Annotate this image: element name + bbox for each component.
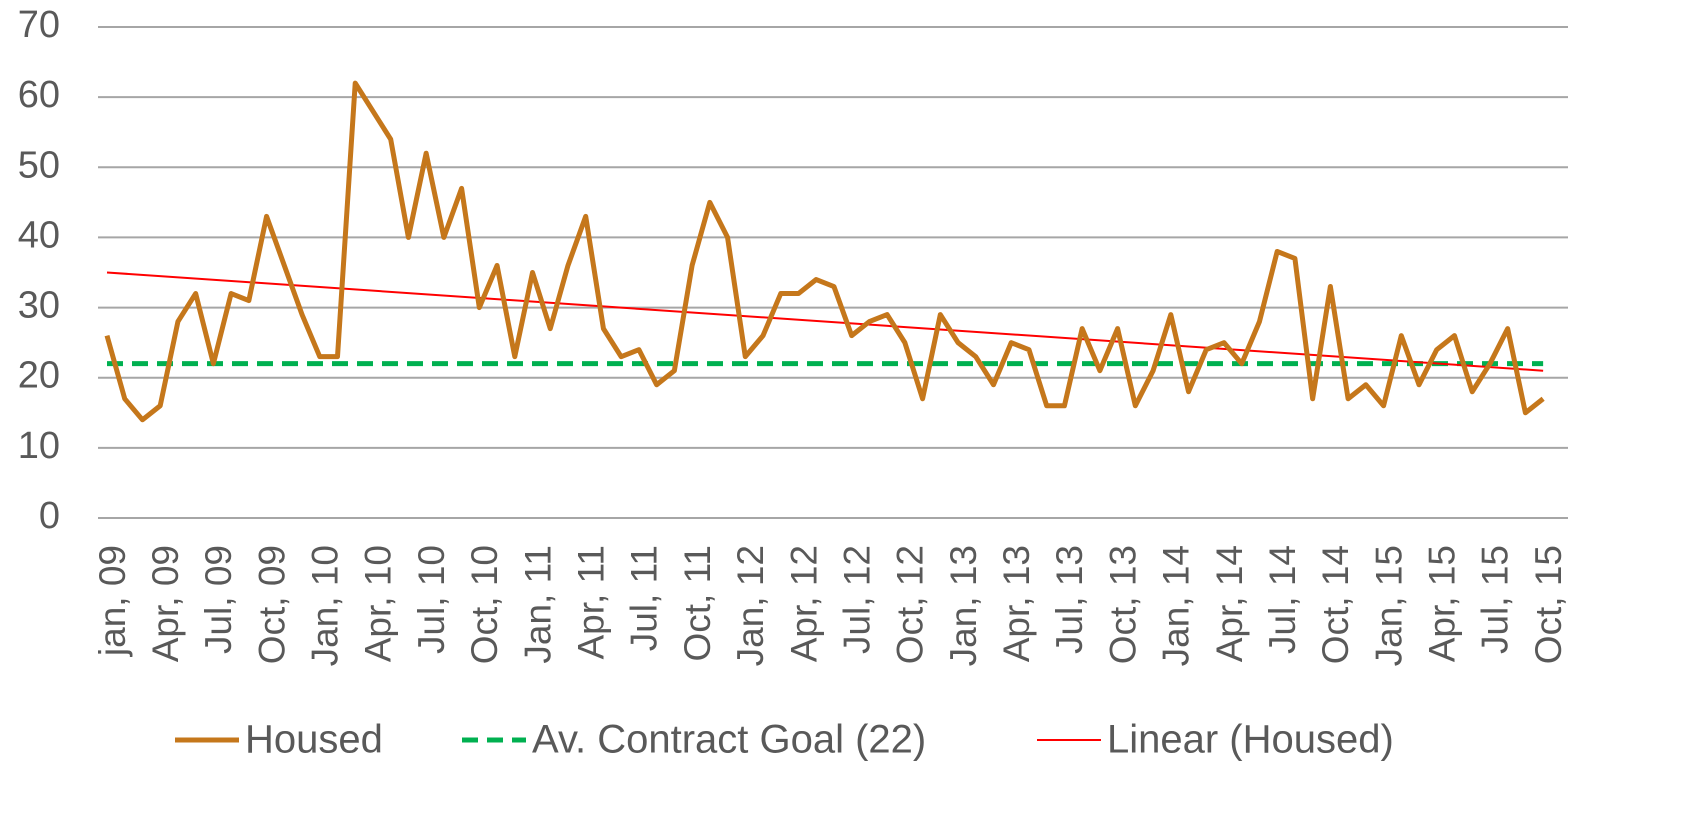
legend-label: Housed [245, 718, 383, 762]
x-tick-label: Jan, 15 [1368, 545, 1409, 666]
x-tick-label: jan, 09 [92, 545, 133, 657]
x-tick-label: Apr, 09 [145, 545, 186, 662]
legend-label: Av. Contract Goal (22) [532, 718, 926, 762]
x-tick-label: Jul, 11 [624, 545, 665, 651]
y-tick-label: 50 [18, 144, 60, 186]
x-tick-label: Jan, 14 [1156, 545, 1197, 666]
x-tick-label: Jan, 11 [517, 545, 558, 664]
x-tick-label: Apr, 10 [358, 545, 399, 662]
x-tick-label: Apr, 11 [570, 545, 611, 660]
x-tick-label: Apr, 12 [783, 545, 824, 662]
x-tick-label: Apr, 14 [1209, 545, 1250, 662]
x-tick-label: Oct, 12 [890, 545, 931, 664]
x-tick-label: Jan, 10 [305, 545, 346, 666]
y-tick-label: 70 [18, 4, 60, 46]
x-tick-label: Jul, 14 [1262, 545, 1303, 654]
line-series [104, 80, 1545, 423]
x-tick-label: Apr, 15 [1422, 545, 1463, 662]
y-tick-label: 0 [39, 495, 60, 537]
x-tick-label: Oct, 09 [251, 545, 292, 664]
y-tick-label: 10 [18, 425, 60, 467]
x-tick-label: Oct, 11 [677, 545, 718, 662]
x-tick-label: Jul, 12 [836, 545, 877, 654]
x-tick-label: Oct, 14 [1315, 545, 1356, 664]
y-tick-label: 60 [18, 74, 60, 116]
x-tick-label: Jul, 10 [411, 545, 452, 654]
x-tick-label: Jul, 09 [198, 545, 239, 654]
y-tick-label: 40 [18, 214, 60, 256]
x-tick-label: Jul, 15 [1475, 545, 1516, 654]
y-tick-label: 20 [18, 355, 60, 397]
x-tick-label: Jan, 13 [943, 545, 984, 666]
x-tick-label: Apr, 13 [996, 545, 1037, 662]
x-tick-label: Oct, 10 [464, 545, 505, 664]
x-tick-label: Oct, 15 [1528, 545, 1569, 664]
trend-line [106, 271, 1544, 372]
x-tick-label: Jul, 13 [1049, 545, 1090, 654]
x-tick-label: Oct, 13 [1102, 545, 1143, 664]
y-tick-label: 30 [18, 285, 60, 327]
x-tick-label: Jan, 12 [730, 545, 771, 666]
legend-label: Linear (Housed) [1107, 718, 1394, 762]
